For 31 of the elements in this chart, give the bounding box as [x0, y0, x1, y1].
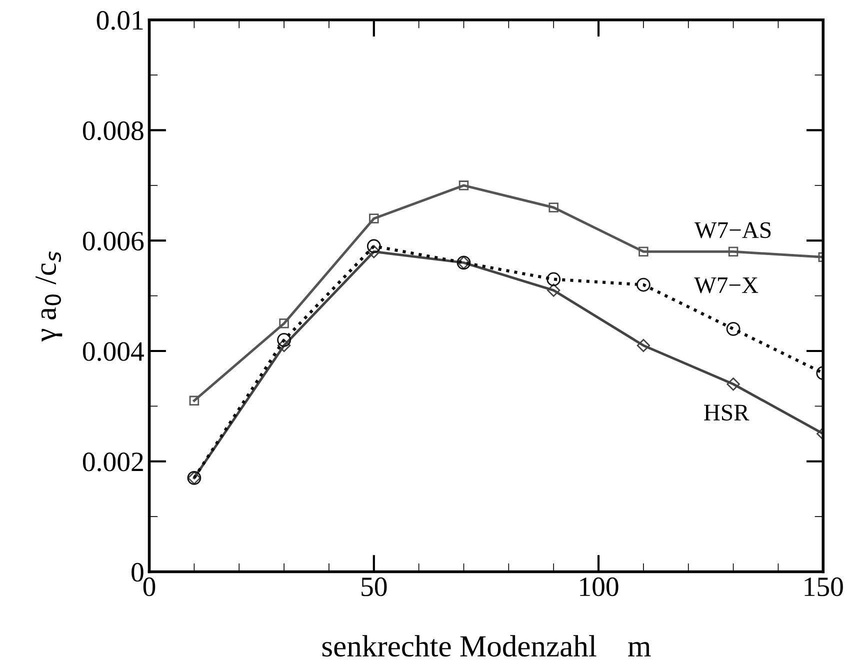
- point: [638, 246, 648, 257]
- y-tick-label: 0.002: [82, 452, 143, 472]
- point: [636, 338, 650, 352]
- series-label: HSR: [704, 404, 750, 421]
- y-tick-label: 0.004: [82, 342, 144, 362]
- series-label: W7−AS: [694, 222, 771, 238]
- series-label: W7−X: [694, 277, 758, 294]
- x-tick-label: 50: [362, 577, 387, 596]
- point: [548, 202, 558, 212]
- x-tick-label: 100: [580, 577, 618, 596]
- point: [277, 338, 291, 352]
- y-tick-label: 0.01: [96, 10, 143, 30]
- point: [369, 214, 379, 224]
- point: [366, 239, 381, 254]
- point: [726, 378, 740, 391]
- point: [726, 322, 740, 336]
- point: [367, 245, 380, 258]
- point: [277, 333, 291, 347]
- point: [636, 278, 650, 292]
- y-axis-title: γ a$_{0}$ /c$_{s}$: [36, 252, 62, 342]
- point: [189, 396, 200, 406]
- y-tick-label: 0.008: [82, 121, 144, 140]
- y-tick-label: 0.006: [82, 232, 144, 251]
- x-axis-title: senkrechte Modenzahl m: [322, 635, 651, 657]
- y-tick-label: 0: [132, 562, 144, 582]
- point: [458, 180, 469, 190]
- point: [547, 284, 560, 297]
- point: [546, 272, 561, 286]
- point: [279, 318, 289, 328]
- x-tick-label: 150: [804, 577, 843, 596]
- point: [728, 246, 738, 257]
